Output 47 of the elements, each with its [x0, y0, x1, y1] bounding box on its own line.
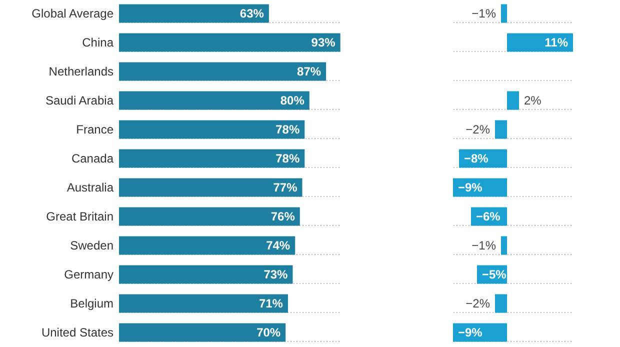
y-tick-label: Saudi Arabia: [45, 94, 114, 108]
data-label: 78%: [276, 122, 300, 136]
data-label: 73%: [264, 268, 288, 282]
data-label: −9%: [458, 180, 483, 194]
bar: [119, 207, 300, 226]
data-label: −2%: [466, 296, 490, 310]
bar: [119, 91, 310, 110]
bar: [119, 62, 326, 81]
y-tick-label: China: [82, 36, 114, 50]
data-label: −9%: [458, 326, 483, 340]
bar: [119, 236, 296, 255]
data-label: 63%: [240, 6, 264, 20]
bar: [119, 294, 288, 313]
bar: [119, 178, 302, 197]
bar: [119, 120, 305, 139]
y-tick-label: Netherlands: [48, 64, 114, 78]
bar: [119, 323, 286, 342]
data-label: 77%: [273, 180, 298, 194]
y-tick-label: United States: [41, 326, 114, 340]
y-tick-label: France: [76, 122, 114, 136]
data-label: 78%: [276, 152, 300, 166]
bar: [119, 265, 293, 284]
data-label: 76%: [270, 210, 296, 224]
data-label: −2%: [466, 122, 490, 136]
data-label: 87%: [297, 64, 322, 78]
y-tick-label: Belgium: [70, 296, 114, 310]
data-label: 71%: [258, 296, 284, 310]
bar: [119, 149, 305, 168]
bar: [119, 4, 269, 23]
data-label: −1%: [472, 6, 496, 20]
y-tick-label: Sweden: [70, 238, 114, 252]
data-label: 80%: [280, 94, 305, 108]
y-tick-label: Global Average: [32, 6, 114, 20]
y-tick-label: Germany: [64, 268, 114, 282]
data-label: −6%: [476, 210, 501, 224]
data-label: 93%: [311, 36, 336, 50]
data-label: −8%: [464, 152, 489, 166]
data-label: −1%: [472, 238, 496, 252]
bar: [119, 33, 340, 52]
y-tick-label: Australia: [66, 180, 114, 194]
y-tick-label: Great Britain: [46, 210, 114, 224]
data-label: 74%: [266, 238, 290, 252]
y-tick-label: Canada: [71, 152, 114, 166]
data-label: 11%: [544, 36, 568, 50]
data-label: −5%: [482, 268, 507, 282]
data-label: 70%: [256, 326, 281, 340]
data-label: 2%: [524, 94, 542, 108]
